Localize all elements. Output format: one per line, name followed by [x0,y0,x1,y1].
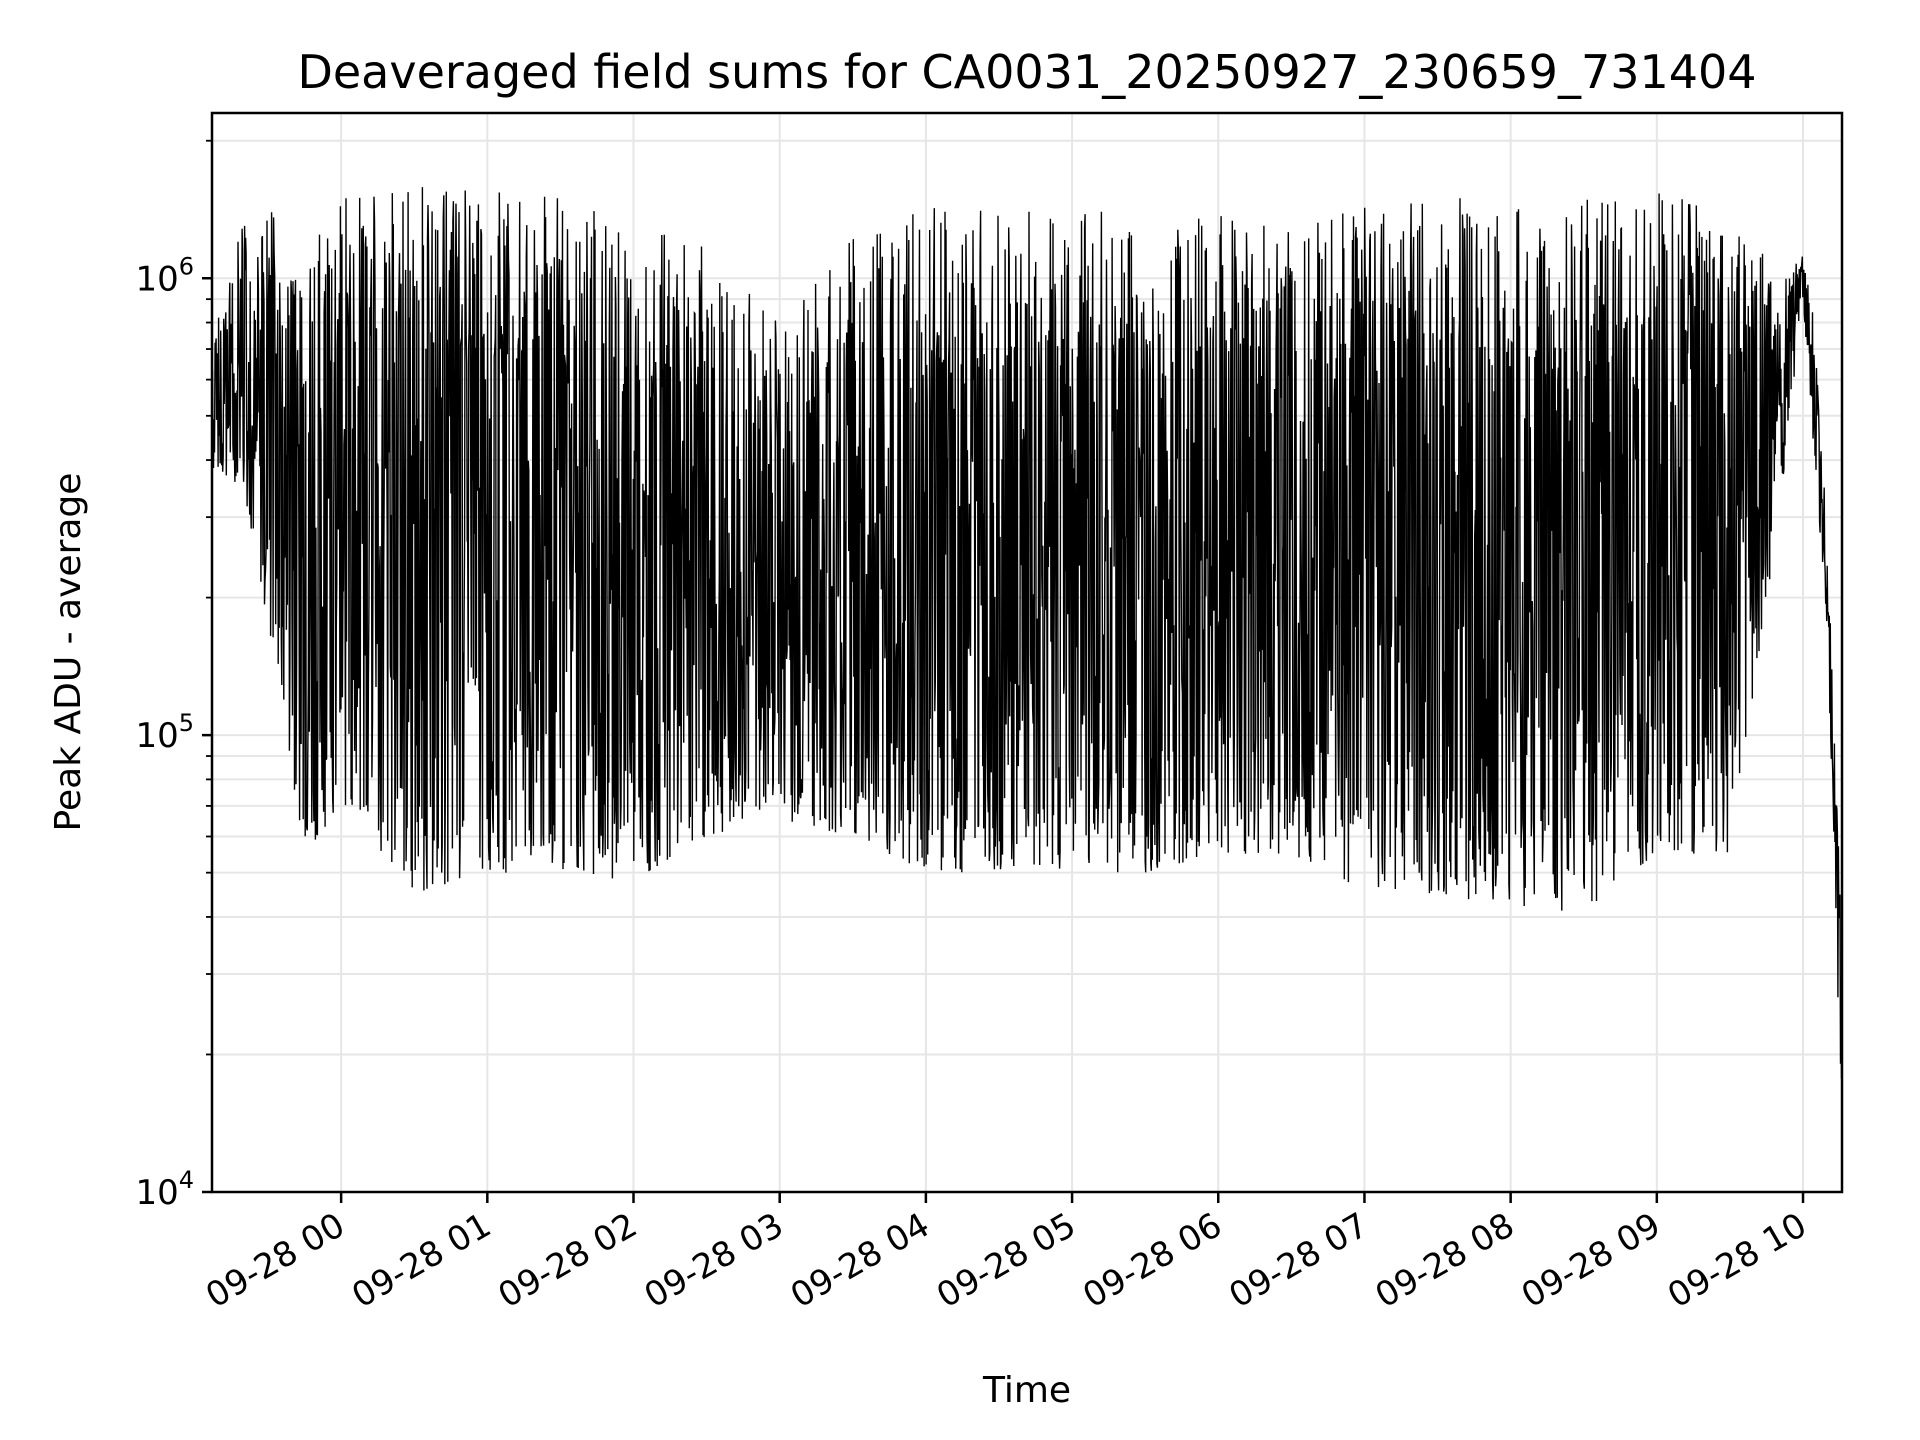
y-tick-label: 105 [135,709,194,756]
y-tick-label-base: 10 [135,716,178,756]
y-tick-label-exponent: 4 [179,1166,194,1194]
y-tick-label-exponent: 6 [179,252,194,280]
plot-frame [210,111,1844,1194]
series-line [211,187,1843,1079]
y-tick-label-base: 10 [135,1173,178,1213]
y-axis-label: Peak ADU - average [48,473,89,832]
y-tick-label-base: 10 [135,259,178,299]
x-axis-label: Time [982,1370,1071,1411]
y-tick-label: 104 [135,1166,194,1213]
chart-title: Deaveraged field sums for CA0031_2025092… [297,45,1756,99]
y-tick-label: 106 [135,252,194,299]
y-tick-label-exponent: 5 [179,709,194,737]
data-series [211,187,1843,1079]
